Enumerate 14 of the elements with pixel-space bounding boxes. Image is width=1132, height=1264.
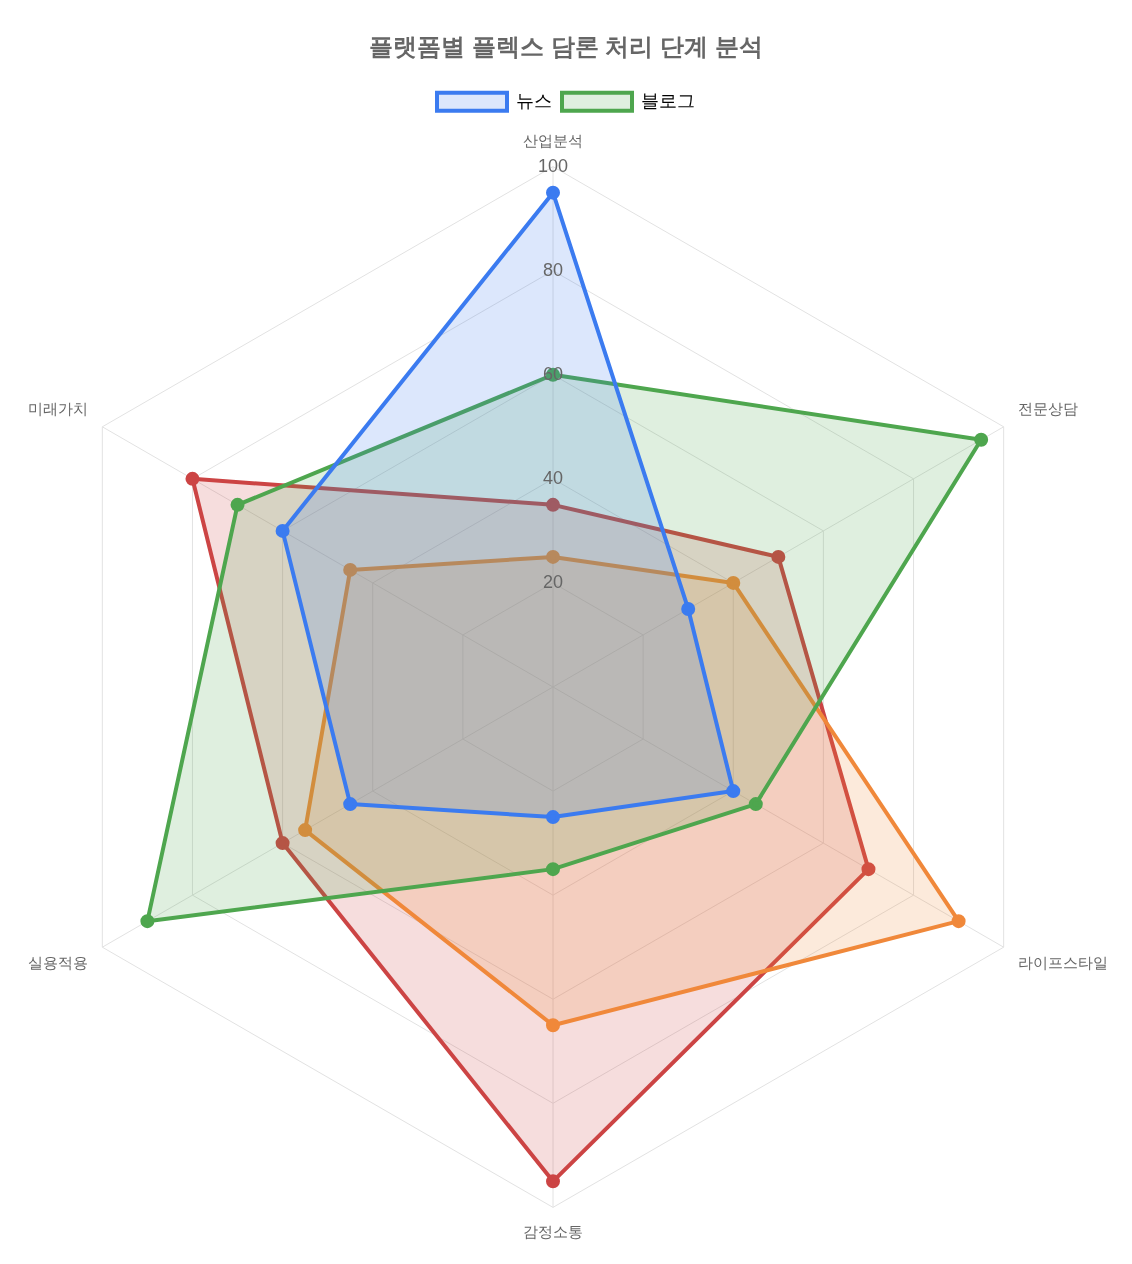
y-tick-label: 20 (542, 571, 564, 592)
spoke-label: 라이프스타일 (1017, 954, 1108, 972)
legend-label: 뉴스 (516, 90, 552, 111)
spoke-label: 감정소통 (523, 1222, 583, 1240)
y-tick-label: 80 (542, 259, 564, 280)
spoke-label: 미래가치 (28, 399, 89, 417)
chart-title: 플랫폼별 플렉스 담론 처리 단계 분석 (369, 33, 763, 61)
y-tick-label: 40 (542, 467, 564, 488)
spoke-label: 실용적용 (28, 954, 89, 972)
legend-label: 블로그 (641, 90, 695, 111)
y-tick-label: 60 (542, 363, 564, 384)
y-tick-label: 100 (537, 155, 569, 176)
spoke-label: 전문상담 (1017, 399, 1078, 417)
spoke-label: 산업분석 (523, 131, 583, 149)
